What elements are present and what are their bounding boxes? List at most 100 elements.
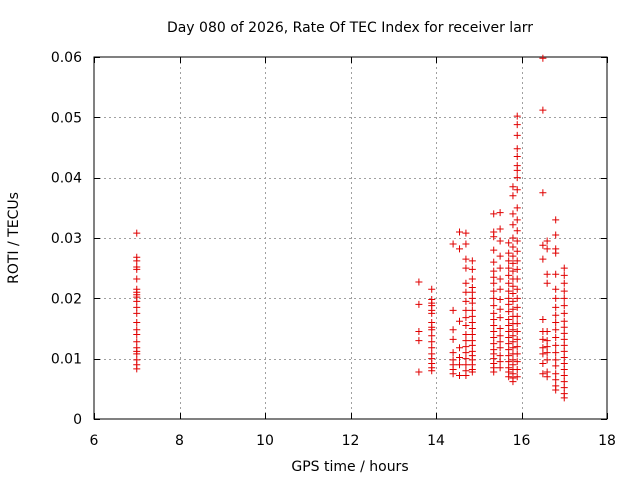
data-point [133,365,141,373]
data-point [496,209,504,217]
data-point [513,275,521,283]
data-point [509,234,517,242]
data-point [560,294,568,302]
data-point [509,259,517,267]
data-point [539,54,547,62]
data-point [509,267,517,275]
data-point [490,233,498,241]
data-point [496,338,504,346]
x-tick-label: 18 [598,433,616,449]
data-point [496,264,504,272]
data-point [428,338,436,346]
data-point [415,368,423,376]
data-point [552,356,560,364]
data-point [490,287,498,295]
data-point [490,302,498,310]
data-point [552,370,560,378]
x-tick-label: 16 [513,433,531,449]
data-point [560,302,568,310]
data-point [552,270,560,278]
data-point [509,221,517,229]
data-point [490,294,498,302]
data-point [560,359,568,367]
data-point [543,356,551,364]
data-point [133,309,141,317]
data-point [415,278,423,286]
data-point [513,145,521,153]
data-point [509,243,517,251]
data-point [513,227,521,235]
y-tick-label: 0.04 [51,171,82,187]
data-point [509,297,517,305]
data-point [415,337,423,345]
data-point [496,314,504,322]
data-point [133,318,141,326]
data-point [513,343,521,351]
data-point [552,294,560,302]
data-point [449,349,457,357]
data-point [428,326,436,334]
data-point [496,237,504,245]
data-point [513,237,521,245]
y-tick-label: 0 [73,412,82,428]
data-point [560,341,568,349]
data-point [456,361,464,369]
x-tick-labels: 6 8 10 12 14 16 18 [90,433,616,449]
data-point [490,309,498,317]
data-point [560,279,568,287]
data-point [539,315,547,323]
data-point [428,367,436,375]
data-points [133,54,568,402]
data-point [560,394,568,402]
data-point [456,353,464,361]
data-point [539,344,547,352]
data-point [496,252,504,260]
data-point [505,334,513,342]
data-point [133,229,141,237]
data-point [415,300,423,308]
data-point [509,332,517,340]
data-point [560,378,568,386]
data-point [490,321,498,329]
data-point [468,368,476,376]
data-point [449,370,457,378]
y-tick-label: 0.05 [51,110,82,126]
data-point [543,237,551,245]
data-point [468,341,476,349]
data-point [449,306,457,314]
data-point [428,285,436,293]
data-point [456,372,464,380]
data-point [462,279,470,287]
data-point [462,255,470,263]
data-point [513,174,521,182]
data-point [509,192,517,200]
data-point [509,305,517,313]
data-point [468,275,476,283]
data-point [468,257,476,265]
data-point [462,343,470,351]
data-point [462,288,470,296]
data-point [509,183,517,191]
data-point [505,346,513,354]
data-point [496,275,504,283]
data-point [468,288,476,296]
data-point [509,282,517,290]
data-point [496,285,504,293]
axis-ticks [94,57,608,420]
data-point [509,338,517,346]
data-point [560,323,568,331]
data-point [449,326,457,334]
data-point [543,373,551,381]
data-point [505,239,513,247]
data-point [560,372,568,380]
data-point [456,228,464,236]
data-point [509,252,517,260]
data-point [513,121,521,129]
data-point [505,373,513,381]
y-axis-title: ROTI / TECUs [6,192,22,284]
data-point [543,245,551,253]
data-point [543,270,551,278]
data-point [552,311,560,319]
data-point [513,112,521,120]
data-point [539,106,547,114]
